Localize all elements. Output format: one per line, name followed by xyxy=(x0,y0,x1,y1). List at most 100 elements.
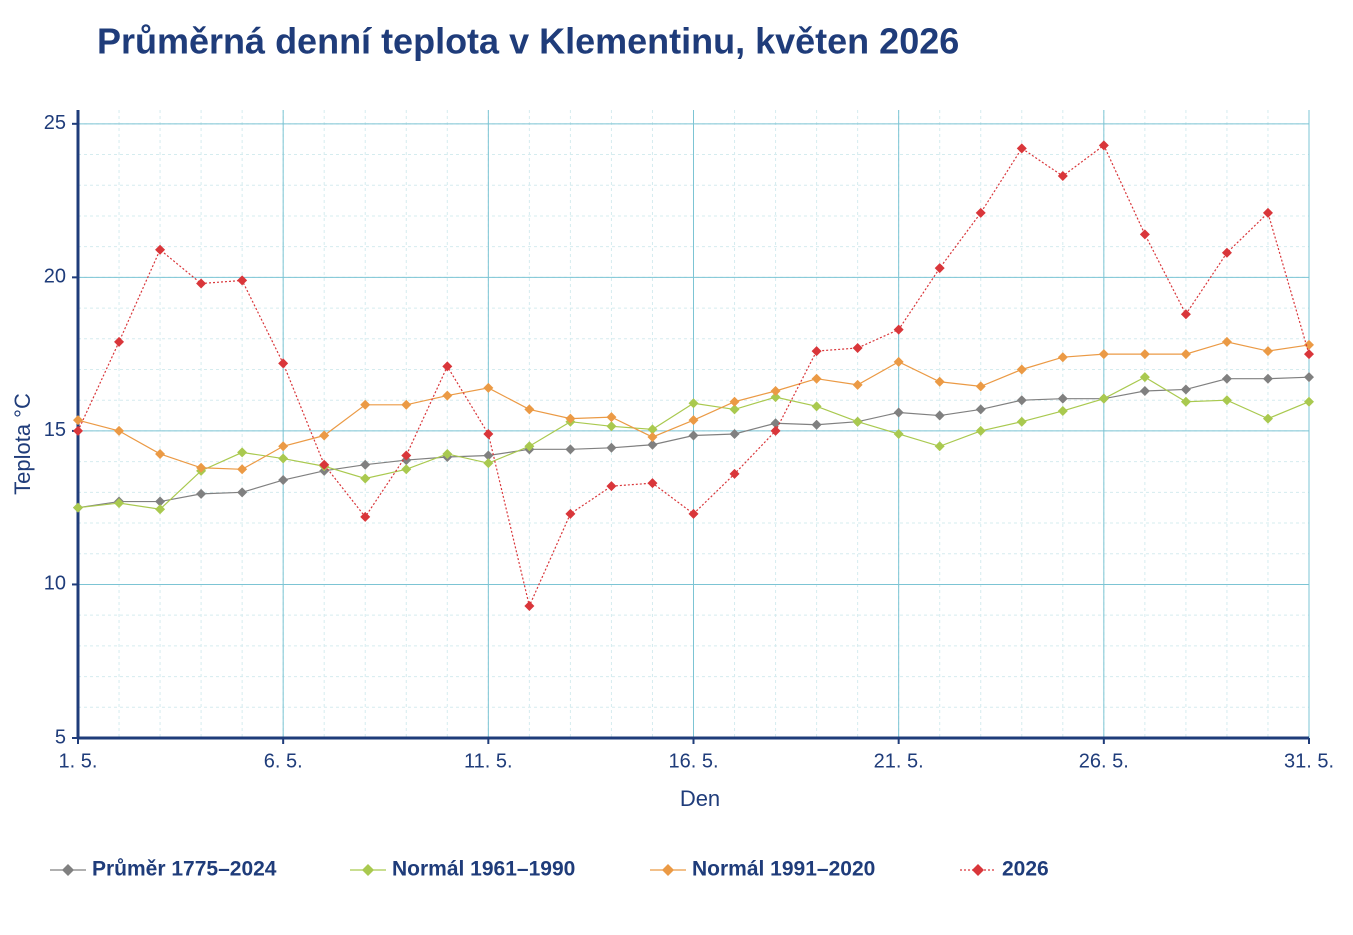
point xyxy=(524,404,535,415)
point xyxy=(1057,171,1068,182)
point xyxy=(1304,349,1314,360)
point xyxy=(647,424,658,435)
point xyxy=(934,263,945,274)
point xyxy=(1098,140,1109,151)
point xyxy=(565,444,576,455)
point xyxy=(1098,393,1109,404)
point xyxy=(1180,396,1191,407)
point xyxy=(606,421,617,432)
point xyxy=(934,410,945,421)
point xyxy=(688,415,699,426)
point xyxy=(934,441,945,452)
point xyxy=(1016,416,1027,427)
point xyxy=(114,336,125,347)
point xyxy=(975,404,986,415)
point xyxy=(278,475,289,486)
point xyxy=(278,441,289,452)
point xyxy=(852,342,863,353)
point xyxy=(483,382,494,393)
legend-marker xyxy=(362,864,374,876)
x-tick-label: 16. 5. xyxy=(668,750,718,772)
point xyxy=(811,346,822,357)
point xyxy=(319,430,330,441)
point xyxy=(1262,413,1273,424)
point xyxy=(278,453,289,464)
point xyxy=(1180,384,1191,395)
point xyxy=(114,498,125,509)
y-tick-label: 5 xyxy=(55,726,66,748)
point xyxy=(360,511,371,522)
point xyxy=(483,458,494,469)
legend-marker xyxy=(62,864,74,876)
legend-label: Průměr 1775–2024 xyxy=(92,858,277,881)
y-tick-label: 25 xyxy=(44,112,66,134)
point xyxy=(360,399,371,410)
x-tick-label: 31. 5. xyxy=(1284,750,1334,772)
point xyxy=(401,399,412,410)
point xyxy=(237,487,248,498)
point xyxy=(360,473,371,484)
legend-marker xyxy=(972,864,984,876)
point xyxy=(155,504,166,515)
point xyxy=(647,439,658,450)
point xyxy=(1016,395,1027,406)
y-tick-label: 20 xyxy=(44,266,66,288)
point xyxy=(647,432,658,443)
point xyxy=(155,448,166,459)
point xyxy=(442,390,453,401)
point xyxy=(606,481,617,492)
y-tick-label: 15 xyxy=(44,419,66,441)
point xyxy=(1180,349,1191,360)
point xyxy=(196,462,207,473)
x-axis-label: Den xyxy=(680,786,720,811)
x-tick-label: 6. 5. xyxy=(264,750,303,772)
point xyxy=(1221,247,1232,258)
point xyxy=(688,398,699,409)
point xyxy=(688,508,699,519)
point xyxy=(1262,346,1273,357)
point xyxy=(278,358,289,369)
point xyxy=(729,428,740,439)
point xyxy=(811,401,822,412)
point xyxy=(1098,349,1109,360)
point xyxy=(524,441,535,452)
x-tick-label: 1. 5. xyxy=(59,750,98,772)
legend-label: Normál 1991–2020 xyxy=(692,858,875,881)
y-axis-label: Teplota °C xyxy=(10,393,35,495)
point xyxy=(893,407,904,418)
point xyxy=(1057,393,1068,404)
point xyxy=(1221,395,1232,406)
x-tick-label: 26. 5. xyxy=(1079,750,1129,772)
point xyxy=(483,450,494,461)
point xyxy=(893,428,904,439)
legend-marker xyxy=(662,864,674,876)
point xyxy=(237,447,248,458)
point xyxy=(729,396,740,407)
point xyxy=(770,418,781,429)
point xyxy=(934,376,945,387)
point xyxy=(73,425,83,436)
point xyxy=(237,464,248,475)
point xyxy=(1180,309,1191,320)
point xyxy=(893,324,904,335)
point xyxy=(114,425,125,436)
point xyxy=(1139,349,1150,360)
point xyxy=(1057,405,1068,416)
point xyxy=(975,381,986,392)
point xyxy=(155,244,166,255)
point xyxy=(73,415,83,426)
legend-label: 2026 xyxy=(1002,858,1049,881)
point xyxy=(237,275,248,286)
point xyxy=(1304,396,1314,407)
point xyxy=(319,459,330,470)
point xyxy=(1016,143,1027,154)
point xyxy=(524,600,535,611)
point xyxy=(442,361,453,372)
point xyxy=(1139,385,1150,396)
point xyxy=(975,425,986,436)
point xyxy=(1139,229,1150,240)
y-tick-label: 10 xyxy=(44,573,66,595)
point xyxy=(852,379,863,390)
